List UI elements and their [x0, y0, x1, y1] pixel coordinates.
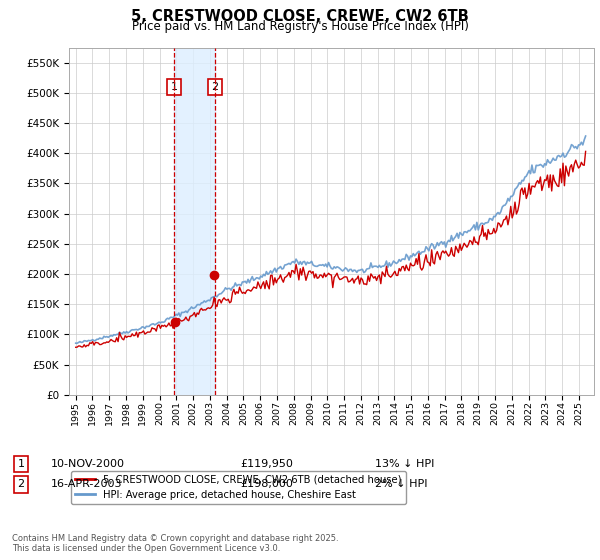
Text: 13% ↓ HPI: 13% ↓ HPI — [375, 459, 434, 469]
Legend: 5, CRESTWOOD CLOSE, CREWE, CW2 6TB (detached house), HPI: Average price, detache: 5, CRESTWOOD CLOSE, CREWE, CW2 6TB (deta… — [71, 471, 406, 504]
Text: Contains HM Land Registry data © Crown copyright and database right 2025.
This d: Contains HM Land Registry data © Crown c… — [12, 534, 338, 553]
Text: 2: 2 — [211, 82, 218, 92]
Text: Price paid vs. HM Land Registry's House Price Index (HPI): Price paid vs. HM Land Registry's House … — [131, 20, 469, 33]
Text: £198,000: £198,000 — [240, 479, 293, 489]
Text: 16-APR-2003: 16-APR-2003 — [51, 479, 122, 489]
Text: 1: 1 — [170, 82, 178, 92]
Bar — [174, 48, 215, 395]
Text: 5, CRESTWOOD CLOSE, CREWE, CW2 6TB: 5, CRESTWOOD CLOSE, CREWE, CW2 6TB — [131, 9, 469, 24]
Text: 2% ↓ HPI: 2% ↓ HPI — [375, 479, 427, 489]
Text: 1: 1 — [17, 459, 25, 469]
Text: 10-NOV-2000: 10-NOV-2000 — [51, 459, 125, 469]
Text: £119,950: £119,950 — [240, 459, 293, 469]
Text: 2: 2 — [17, 479, 25, 489]
